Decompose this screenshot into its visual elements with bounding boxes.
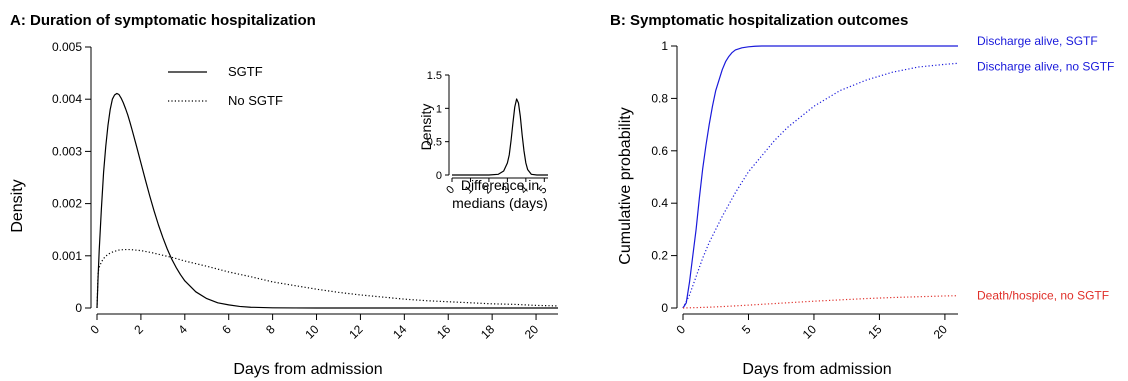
panel-b-x-tick-label: 20 [931,322,951,342]
inset-y-tick-label: 0.5 [427,137,442,149]
panel-b-x-tick-label: 15 [865,322,885,342]
panel-b-series-discharge-alive-sgtf [682,45,958,309]
panel-a-x-tick-label: 18 [478,322,498,342]
panel-b-y-tick-label: 0.2 [651,249,668,263]
panel-a-x-ticks: 0 2 4 6 8 10 12 14 16 18 20 [87,314,541,342]
panel-a-series [96,92,559,309]
panel-a: A: Duration of symptomatic hospitalizati… [9,12,559,378]
annotation-discharge-alive-sgtf: Discharge alive, SGTF [977,34,1098,48]
panel-a-ylabel: Density [9,179,26,232]
panel-b-title: B: Symptomatic hospitalization outcomes [610,12,908,29]
panel-a-y-tick-label: 0 [75,301,82,315]
panel-a-y-ticks: 0 0.001 0.002 0.003 0.004 0.005 [52,40,91,315]
panel-a-series-sgtf [96,92,558,309]
panel-a-axes [90,47,558,315]
panel-a-title: A: Duration of symptomatic hospitalizati… [10,12,316,29]
panel-a-x-tick-label: 20 [522,322,542,342]
panel-b-x-ticks: 0 5 10 15 20 [673,314,950,342]
panel-a-xlabel: Days from admission [233,361,382,378]
inset-y-tick-label: 1.5 [427,70,442,82]
panel-a-x-tick-label: 14 [390,322,410,342]
inset-series [452,98,548,176]
panel-b-x-tick-label: 10 [800,322,820,342]
panel-b-xlabel: Days from admission [742,361,891,378]
legend-sgtf-label: SGTF [228,64,263,79]
panel-a-x-tick-label: 8 [263,322,278,337]
panel-a-y-tick-label: 0.002 [52,197,82,211]
legend-no-sgtf-label: No SGTF [228,93,283,108]
panel-a-x-tick-label: 10 [302,322,322,342]
inset-y-tick-label: 1 [436,103,442,115]
panel-b-y-tick-label: 0 [661,301,668,315]
panel-a-x-tick-label: 2 [131,322,146,337]
inset-xlabel-line-2: medians (days) [452,195,548,211]
panel-b-ylabel: Cumulative probability [617,107,634,264]
panel-a-legend: SGTF No SGTF [168,64,283,108]
inset-axes [448,75,548,179]
panel-b-y-ticks: 0 0.2 0.4 0.6 0.8 1 [651,39,677,315]
panel-b-series-death-hospice-no-sgtf [682,295,959,309]
panel-a-x-tick-label: 12 [346,322,366,342]
panel-a-x-tick-label: 4 [175,322,190,337]
inset-xlabel-line-1: Difference in [461,177,539,193]
annotation-death-hospice-no-sgtf: Death/hospice, no SGTF [977,289,1109,303]
panel-b-annotations: Discharge alive, SGTF Discharge alive, no… [977,34,1114,303]
panel-b-axes [676,46,958,315]
panel-a-series-no-sgtf [96,248,559,309]
panel-b-y-tick-label: 0.8 [651,91,668,105]
panel-a-y-tick-label: 0.003 [52,144,82,158]
panel-b-y-tick-label: 1 [661,39,668,53]
panel-a-x-tick-label: 16 [434,322,454,342]
inset-ylabel: Density [418,104,434,151]
panel-b-x-tick-label: 5 [739,322,754,337]
panel-b: B: Symptomatic hospitalization outcomes … [610,12,1114,378]
annotation-discharge-alive-no-sgtf: Discharge alive, no SGTF [977,59,1114,73]
inset-series-line-0 [452,98,548,176]
panel-b-y-tick-label: 0.4 [651,196,668,210]
inset-y-tick-label: 0 [436,170,442,182]
panel-a-x-tick-label: 0 [87,322,102,337]
panel-b-y-tick-label: 0.6 [651,144,668,158]
panel-a-y-tick-label: 0.005 [52,40,82,54]
panel-a-y-tick-label: 0.004 [52,92,82,106]
panel-a-y-tick-label: 0.001 [52,249,82,263]
panel-b-series [682,45,959,309]
inset-y-ticks: 0 0.5 1 1.5 [427,70,449,182]
panel-a-x-tick-label: 6 [219,322,234,337]
panel-b-series-discharge-alive-no-sgtf [682,62,959,309]
panel-b-x-tick-label: 0 [673,322,688,337]
